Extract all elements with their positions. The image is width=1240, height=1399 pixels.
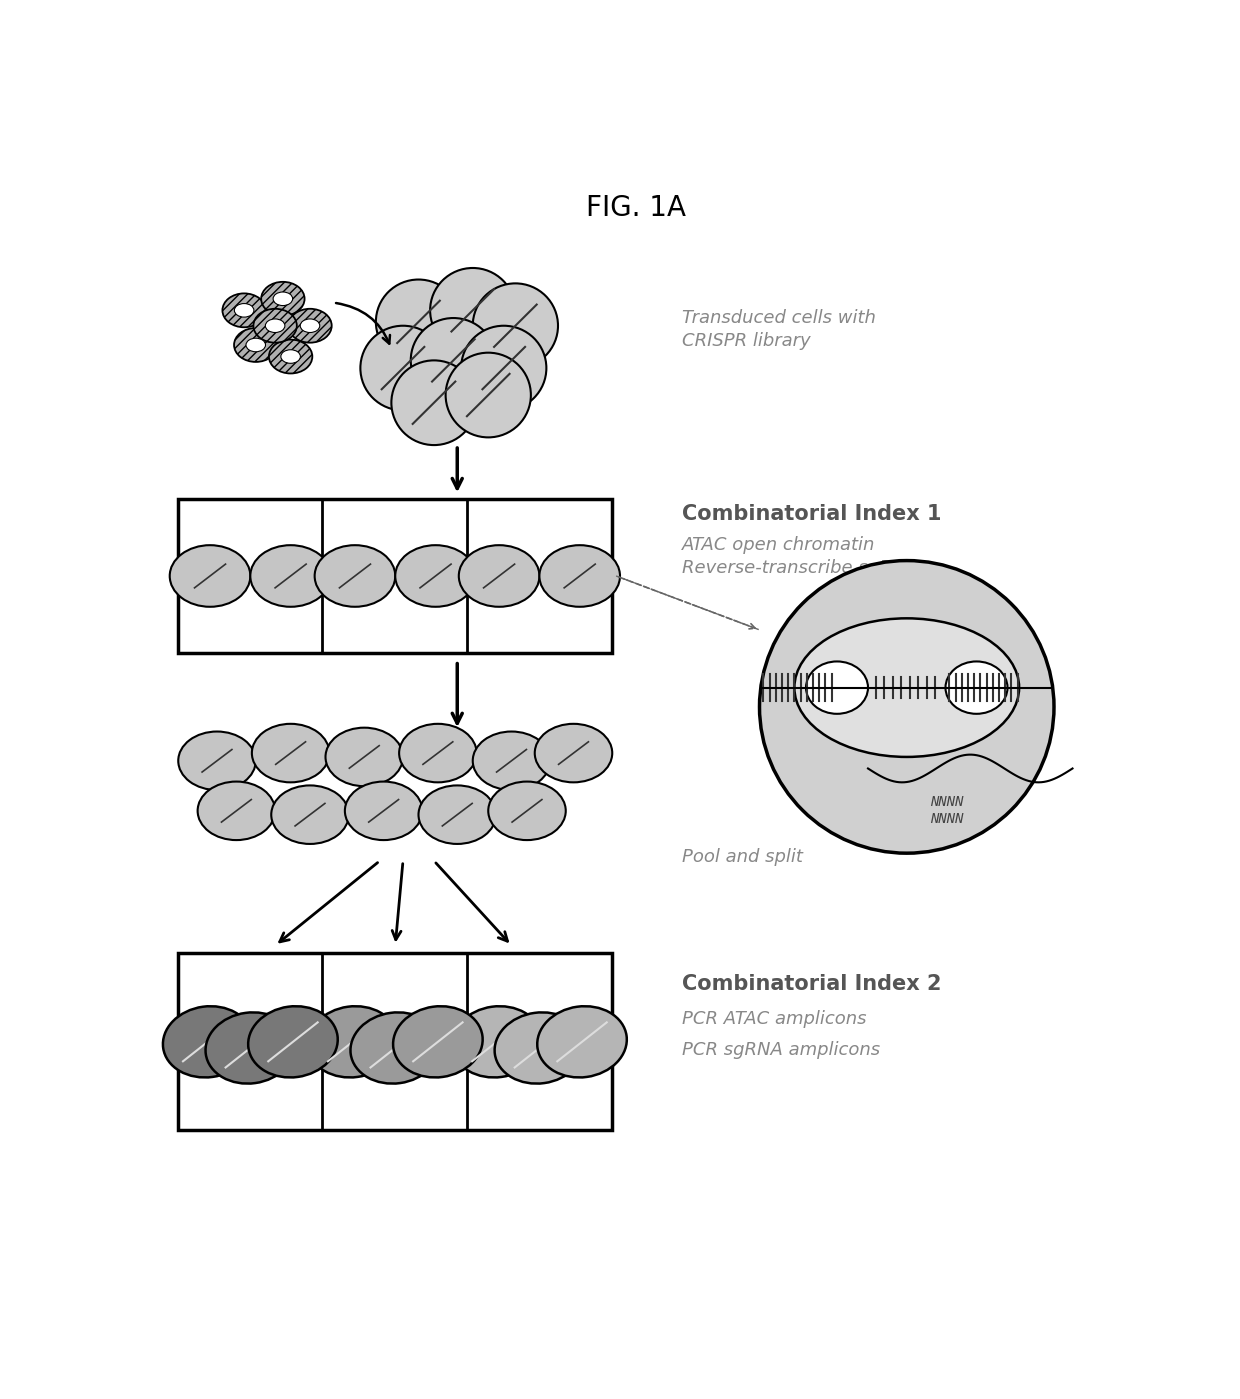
Ellipse shape: [273, 292, 293, 305]
Ellipse shape: [222, 294, 265, 327]
Ellipse shape: [315, 546, 396, 607]
Circle shape: [361, 326, 445, 410]
Text: CRISPR library: CRISPR library: [682, 332, 811, 350]
Ellipse shape: [396, 546, 476, 607]
Ellipse shape: [325, 727, 403, 786]
Ellipse shape: [162, 1006, 253, 1077]
Ellipse shape: [253, 309, 296, 343]
Ellipse shape: [308, 1006, 397, 1077]
Ellipse shape: [795, 618, 1019, 757]
Ellipse shape: [393, 1006, 482, 1077]
Ellipse shape: [399, 723, 476, 782]
Circle shape: [392, 361, 476, 445]
Ellipse shape: [945, 662, 1007, 713]
Ellipse shape: [269, 340, 312, 374]
Text: NNNN
NNNN: NNNN NNNN: [930, 796, 963, 825]
Text: Reverse-transcribe sgRNA: Reverse-transcribe sgRNA: [682, 560, 918, 578]
Text: Combinatorial Index 2: Combinatorial Index 2: [682, 974, 941, 995]
Ellipse shape: [759, 561, 1054, 853]
Ellipse shape: [495, 1013, 584, 1084]
Circle shape: [472, 284, 558, 368]
Ellipse shape: [300, 319, 320, 333]
Ellipse shape: [345, 782, 423, 839]
Ellipse shape: [280, 350, 300, 364]
Text: Transduced cells with: Transduced cells with: [682, 309, 875, 327]
Ellipse shape: [272, 785, 348, 844]
Ellipse shape: [234, 327, 278, 362]
Bar: [179, 499, 613, 653]
Ellipse shape: [197, 782, 275, 839]
Ellipse shape: [250, 546, 331, 607]
Ellipse shape: [419, 785, 496, 844]
Ellipse shape: [170, 546, 250, 607]
Text: ATAC open chromatin: ATAC open chromatin: [682, 536, 875, 554]
Ellipse shape: [234, 304, 254, 318]
Circle shape: [376, 280, 461, 364]
Ellipse shape: [288, 309, 332, 343]
Text: FIG. 1A: FIG. 1A: [585, 194, 686, 222]
Ellipse shape: [489, 782, 565, 839]
Ellipse shape: [537, 1006, 626, 1077]
Ellipse shape: [179, 732, 255, 790]
Circle shape: [445, 353, 531, 438]
Ellipse shape: [262, 281, 305, 316]
Text: Pool and split: Pool and split: [682, 848, 802, 866]
Ellipse shape: [265, 319, 285, 333]
Ellipse shape: [534, 723, 613, 782]
Text: PCR ATAC amplicons: PCR ATAC amplicons: [682, 1010, 867, 1028]
Ellipse shape: [806, 662, 868, 713]
Ellipse shape: [248, 1006, 337, 1077]
Ellipse shape: [539, 546, 620, 607]
Bar: [179, 953, 613, 1130]
Ellipse shape: [246, 339, 265, 351]
Ellipse shape: [453, 1006, 542, 1077]
Ellipse shape: [206, 1013, 295, 1084]
Ellipse shape: [351, 1013, 440, 1084]
Circle shape: [461, 326, 547, 410]
Circle shape: [430, 269, 516, 353]
Ellipse shape: [252, 723, 330, 782]
Text: Combinatorial Index 1: Combinatorial Index 1: [682, 505, 941, 525]
Text: PCR sgRNA amplicons: PCR sgRNA amplicons: [682, 1041, 880, 1059]
Ellipse shape: [472, 732, 551, 790]
Ellipse shape: [459, 546, 539, 607]
Circle shape: [410, 318, 496, 403]
